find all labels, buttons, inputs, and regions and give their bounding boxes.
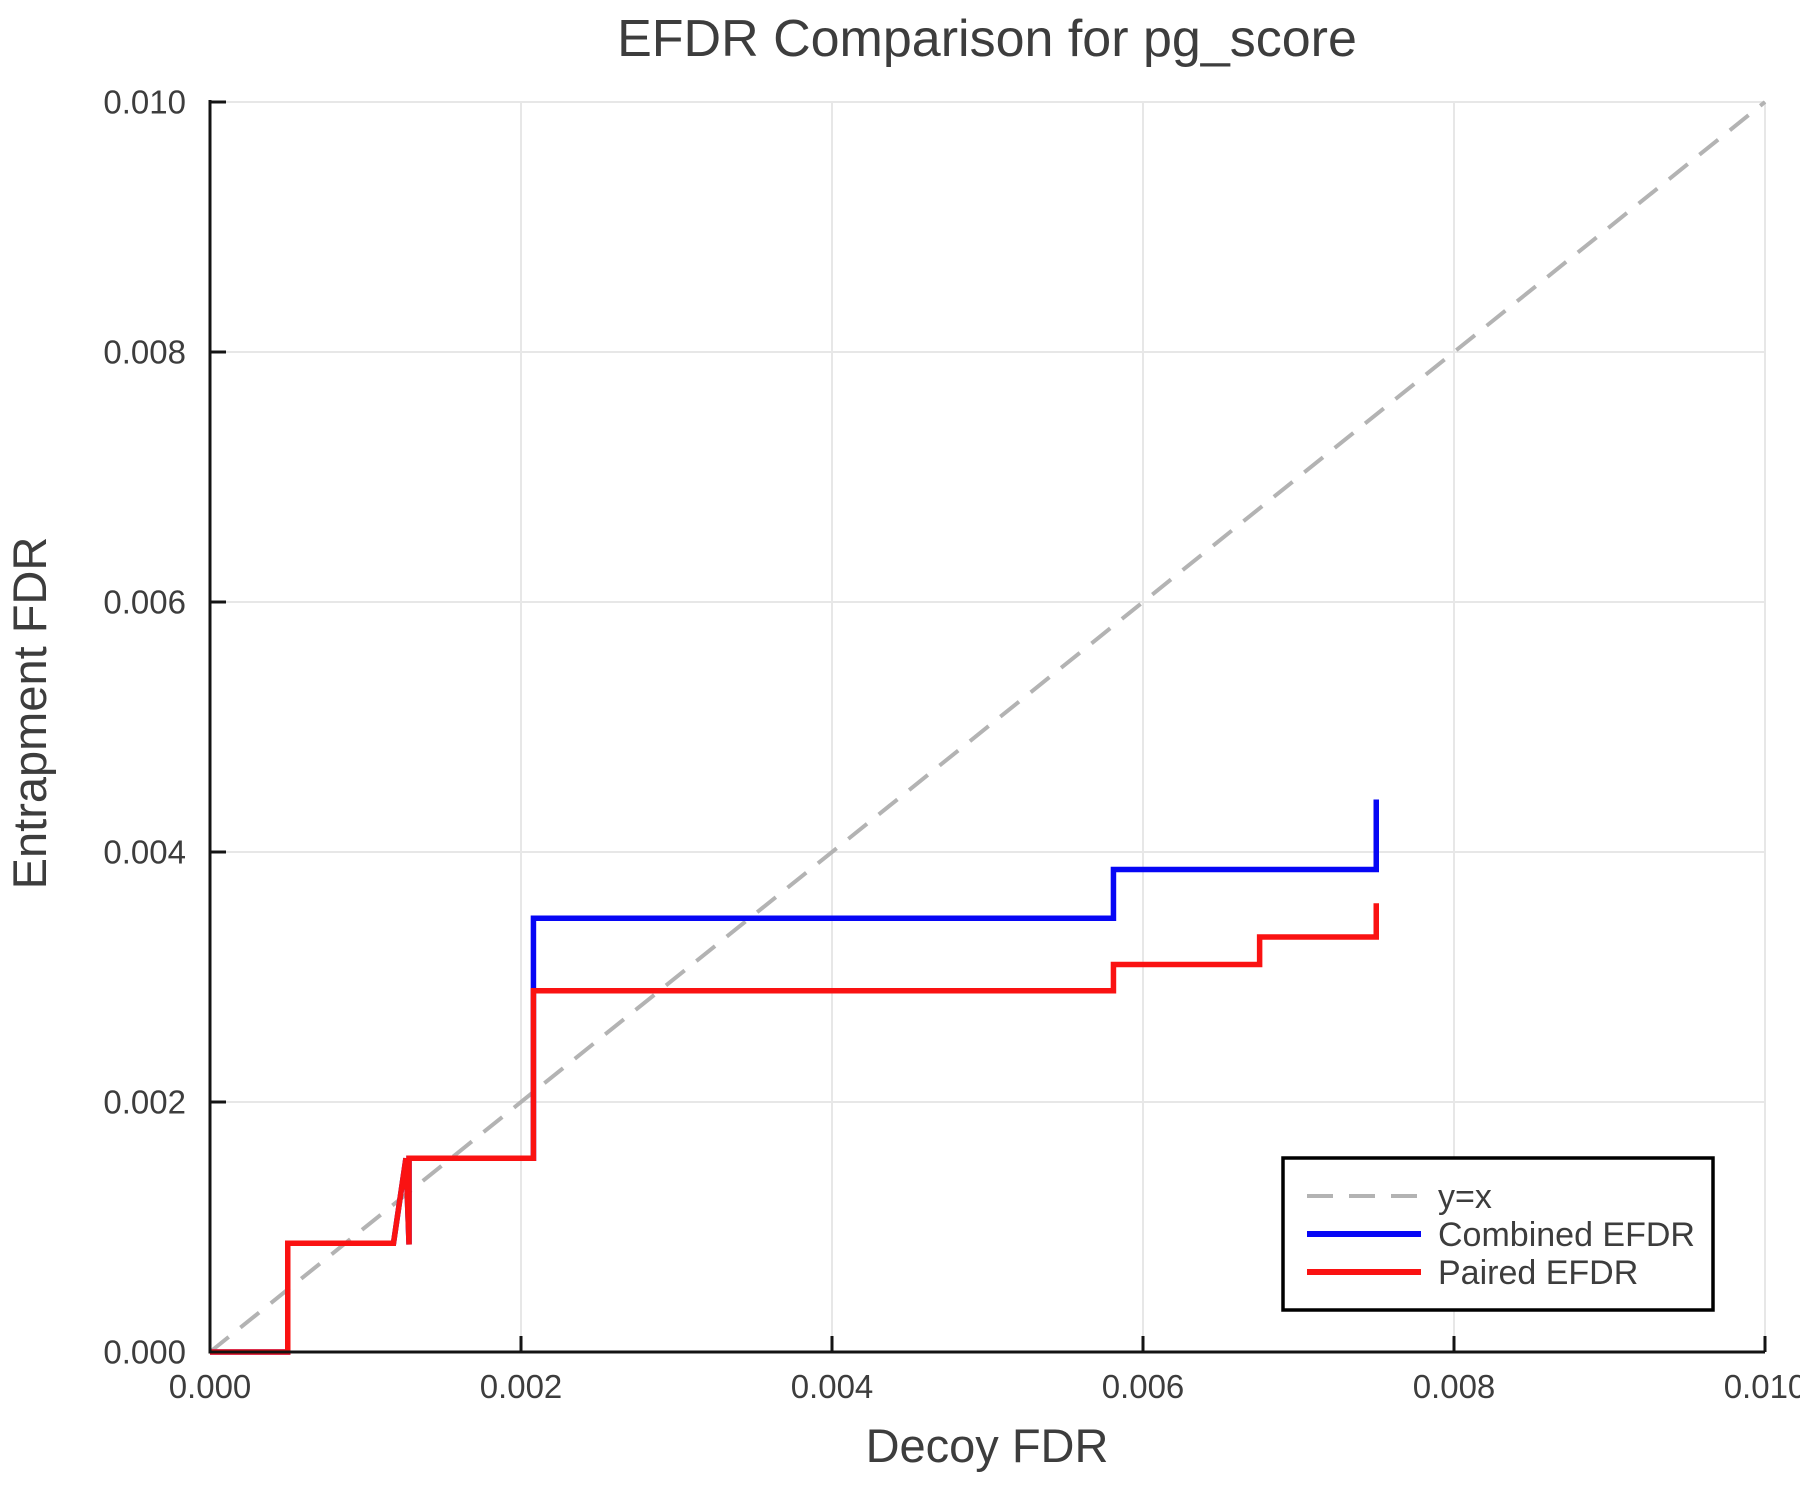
x-axis-label: Decoy FDR (866, 1419, 1109, 1472)
legend-label: Paired EFDR (1438, 1254, 1638, 1292)
legend-label: Combined EFDR (1438, 1216, 1695, 1254)
x-tick-label: 0.006 (1102, 1368, 1185, 1405)
legend-label: y=x (1438, 1178, 1492, 1216)
tick-label-layer: 0.000 0.002 0.004 0.006 0.008 0.010 0.000 0.002… (103, 84, 1800, 1406)
series-line-y-x (208, 100, 1767, 1354)
y-axis-label: Entrapment FDR (3, 537, 56, 890)
y-tick-label: 0.002 (103, 1084, 186, 1121)
series-line-paired-efdr (210, 903, 1379, 1355)
y-tick-label: 0.008 (103, 334, 186, 371)
y-tick-label: 0.000 (103, 1334, 186, 1371)
x-tick-label: 0.004 (791, 1368, 874, 1405)
x-tick-label: 0.008 (1413, 1368, 1496, 1405)
chart-title: EFDR Comparison for pg_score (617, 10, 1357, 68)
axes-spines (208, 100, 1765, 1354)
y-tick-label: 0.006 (103, 584, 186, 621)
x-tick-label: 0.010 (1724, 1368, 1800, 1405)
x-tick-label: 0.002 (480, 1368, 563, 1405)
y-tick-label: 0.010 (103, 84, 186, 121)
x-tick-label: 0.000 (169, 1368, 252, 1405)
tick-layer (208, 100, 1767, 1354)
series-layer (208, 100, 1767, 1355)
y-tick-label: 0.004 (103, 834, 186, 871)
